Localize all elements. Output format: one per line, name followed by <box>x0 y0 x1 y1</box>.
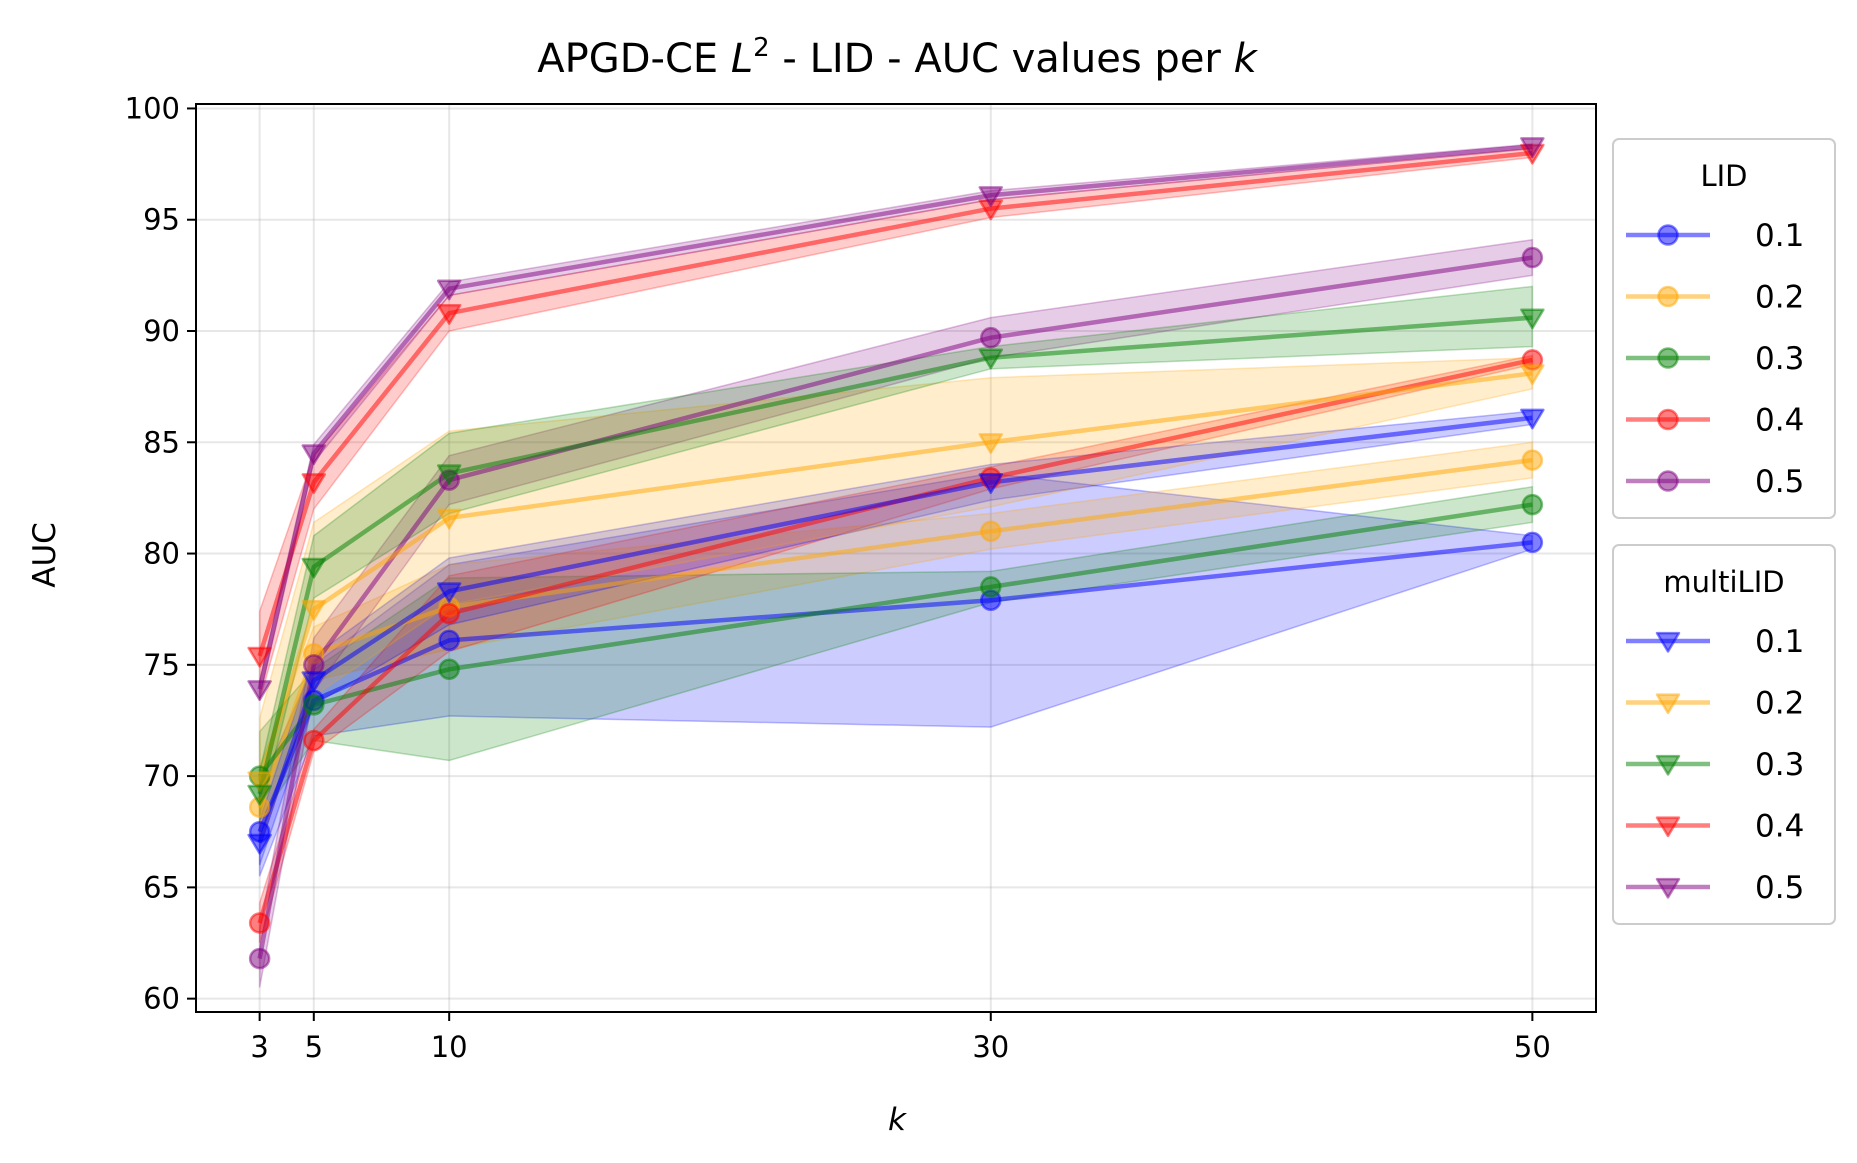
point-lid-0-3 <box>1521 493 1544 516</box>
point-lid-0-3 <box>438 658 460 681</box>
point-multilid-0-2 <box>978 433 1004 454</box>
point-multilid-0-3 <box>1520 308 1545 330</box>
y-tick-label: 60 <box>143 982 180 1016</box>
legend-swatch-marker <box>1655 754 1681 776</box>
point-multilid-0-3 <box>247 784 272 806</box>
point-lid-0-2 <box>980 520 1002 543</box>
y-tick-label: 95 <box>143 203 180 237</box>
point-multilid-0-5 <box>301 444 327 466</box>
y-axis-label: AUC <box>27 522 63 588</box>
legend-swatch-marker <box>1657 285 1679 308</box>
legend: LID0.10.20.30.40.5multiLID0.10.20.30.40.… <box>1612 138 1836 925</box>
y-tick-label: 70 <box>143 759 180 793</box>
legend-label: 0.5 <box>1755 464 1804 500</box>
point-multilid-0-4 <box>247 646 272 668</box>
legend-label: 0.5 <box>1755 870 1804 906</box>
legend-label: 0.4 <box>1755 403 1804 439</box>
legend-title: multiLID <box>1663 565 1784 599</box>
point-multilid-0-1 <box>247 833 272 855</box>
point-lid-0-3 <box>303 694 325 716</box>
x-tick-label: 10 <box>431 1030 468 1064</box>
point-lid-0-5 <box>1521 246 1544 269</box>
legend-label: 0.1 <box>1755 218 1804 254</box>
y-tick-label: 80 <box>143 537 180 571</box>
legend-label: 0.2 <box>1755 686 1804 722</box>
legend-swatch-marker <box>1657 470 1679 492</box>
x-tick-label: 30 <box>972 1030 1009 1064</box>
point-multilid-0-2 <box>1520 364 1545 385</box>
legend-label: 0.3 <box>1755 747 1804 783</box>
point-lid-0-5 <box>980 326 1002 349</box>
point-lid-0-1 <box>438 629 460 652</box>
point-multilid-0-2 <box>436 508 462 530</box>
legend-multilid: multiLID 0.1 0.2 0.3 0.4 0.5 <box>1612 544 1836 925</box>
legend-swatch-marker <box>1657 408 1679 431</box>
point-multilid-0-1 <box>1520 408 1545 430</box>
point-multilid-0-1 <box>978 473 1004 495</box>
legend-swatch-marker <box>1657 224 1679 246</box>
plot-frame <box>195 103 1597 1013</box>
point-multilid-0-2 <box>301 600 327 621</box>
point-lid-0-4 <box>438 602 460 625</box>
point-multilid-0-2 <box>247 771 272 793</box>
legend-label: 0.2 <box>1755 280 1804 316</box>
confidence-bands <box>258 143 1534 988</box>
legend-label: 0.1 <box>1755 624 1804 660</box>
point-multilid-0-4 <box>301 473 327 495</box>
legend-box <box>1612 138 1836 519</box>
y-tick-label: 65 <box>143 870 180 904</box>
point-lid-0-2 <box>1521 449 1544 471</box>
point-lid-0-3 <box>980 576 1002 598</box>
point-multilid-0-5 <box>247 680 272 702</box>
point-multilid-0-3 <box>301 557 327 579</box>
legend-swatch-marker <box>1655 693 1681 715</box>
legend-swatch-marker <box>1655 631 1681 653</box>
legend-label: 0.4 <box>1755 809 1804 845</box>
point-multilid-0-5 <box>436 279 462 301</box>
y-tick-label: 85 <box>143 425 180 459</box>
legend-swatch-marker <box>1657 347 1679 369</box>
x-axis-label: k <box>888 1102 907 1138</box>
legend-title: LID <box>1700 159 1747 193</box>
band-lid-0-5 <box>258 238 1534 988</box>
point-multilid-0-5 <box>1520 137 1545 158</box>
chart-title: APGD-CE L2 - LID - AUC values per k <box>537 33 1258 82</box>
legend-box <box>1612 544 1836 925</box>
y-tick-label: 75 <box>143 648 180 682</box>
point-lid-0-4 <box>303 729 325 752</box>
legend-swatch-marker <box>1655 816 1681 838</box>
point-multilid-0-3 <box>436 464 462 486</box>
point-lid-0-1 <box>1521 531 1544 554</box>
point-multilid-0-3 <box>978 348 1004 370</box>
y-tick-label: 90 <box>143 314 180 348</box>
legend-swatch-marker <box>1655 877 1681 899</box>
x-tick-label: 5 <box>305 1030 323 1064</box>
y-tick-label: 100 <box>125 91 180 125</box>
point-multilid-0-1 <box>436 582 462 604</box>
point-lid-0-5 <box>248 947 271 970</box>
x-axis-ticks: 3 5 10 30 50 <box>250 1012 1551 1064</box>
y-axis-ticks: 60 65 70 75 80 85 90 95 100 <box>125 91 196 1016</box>
series-markers <box>247 137 1545 970</box>
x-tick-label: 50 <box>1514 1030 1551 1064</box>
point-multilid-0-5 <box>978 186 1004 207</box>
x-tick-label: 3 <box>250 1030 268 1064</box>
point-multilid-0-4 <box>436 304 462 325</box>
legend-label: 0.3 <box>1755 341 1804 377</box>
grid <box>196 104 1596 1012</box>
point-multilid-0-1 <box>301 671 327 693</box>
point-lid-0-4 <box>248 912 271 934</box>
